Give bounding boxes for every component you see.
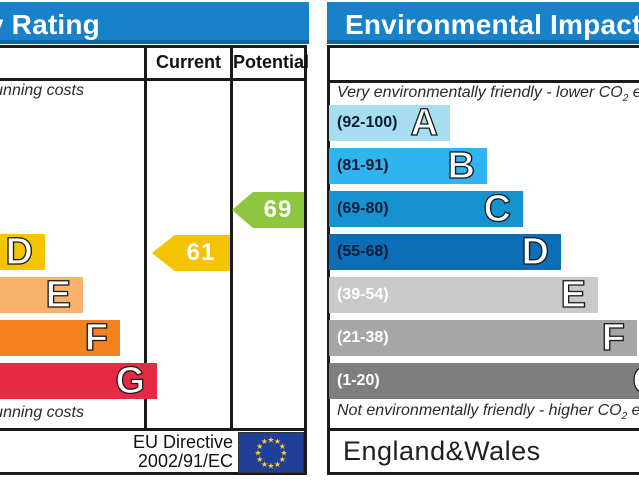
eu-directive-text: EU Directive 2002/91/EC [133, 433, 233, 471]
co2-band-letter: C [483, 188, 512, 230]
co2-band-letter: E [560, 274, 587, 316]
co2-band-a: (92-100) A [329, 102, 450, 144]
left-table-bottom-border [0, 472, 307, 475]
right-header-divider [327, 80, 639, 83]
energy-rating-title: Energy Efficiency Rating [0, 9, 100, 40]
current-rating-value: 61 [186, 239, 216, 266]
co2-band-g: (1-20) G [329, 361, 639, 401]
co2-band-letter: B [447, 145, 476, 187]
right-footer-divider [327, 428, 639, 431]
right-bottom-caption-post: emissions [627, 402, 639, 419]
left-table-top-border [0, 45, 307, 48]
potential-column-header: Potential [233, 52, 310, 72]
co2-band-range: (69-80) [337, 200, 389, 217]
energy-band-f: F [0, 317, 120, 359]
eu-flag-icon: ★ ★ ★ ★ ★ ★ ★ ★ ★ ★ ★ ★ [238, 432, 304, 473]
right-bottom-caption: Not environmentally friendly - higher CO… [337, 402, 639, 422]
svg-text:★: ★ [280, 449, 287, 458]
svg-text:★: ★ [256, 442, 263, 451]
environmental-impact-title-bar [327, 2, 639, 44]
co2-band-range: (39-54) [337, 286, 389, 303]
right-top-caption-post: emissions [628, 84, 639, 101]
co2-band-letter: G [632, 361, 639, 400]
eu-directive-line1: EU Directive [132, 432, 233, 452]
england-wales-label: England&Wales [343, 436, 541, 466]
energy-rating-title-bar [0, 2, 309, 44]
co2-band-b: (81-91) B [329, 145, 487, 187]
svg-text:★: ★ [279, 455, 286, 464]
current-rating-arrow: 61 [152, 235, 230, 271]
left-current-column-divider [144, 45, 147, 428]
environmental-impact-title-pre: Environmental Impact (CO [345, 9, 639, 40]
energy-band-g: G [0, 360, 157, 402]
svg-text:★: ★ [274, 437, 281, 446]
energy-band-d: D [0, 231, 45, 273]
energy-band-e: E [0, 274, 83, 316]
svg-text:★: ★ [256, 455, 263, 464]
co2-band-range: (55-68) [337, 243, 389, 260]
left-potential-column-divider [230, 45, 233, 428]
co2-band-e: (39-54) E [329, 274, 598, 316]
energy-band-letter: G [115, 360, 146, 402]
eu-directive-line2: 2002/91/EC [137, 451, 233, 471]
co2-band-letter: D [521, 231, 550, 273]
co2-band-range: (21-38) [337, 329, 389, 346]
left-top-caption: Very energy efficient - lower running co… [0, 82, 84, 99]
co2-band-letter: F [601, 317, 626, 359]
energy-band-letter: D [5, 231, 34, 273]
left-footer-divider [0, 428, 307, 431]
svg-text:★: ★ [261, 437, 268, 446]
right-top-caption: Very environmentally friendly - lower CO… [337, 84, 639, 104]
left-header-divider [0, 78, 307, 81]
current-column-header: Current [155, 52, 221, 72]
svg-text:★: ★ [274, 460, 281, 469]
svg-text:★: ★ [267, 436, 274, 445]
right-table-bottom-border [327, 472, 639, 475]
left-table-right-border [304, 45, 307, 475]
environmental-impact-title: Environmental Impact (CO2) Rating [345, 9, 639, 46]
co2-band-range: (81-91) [337, 157, 389, 174]
potential-rating-arrow: 69 [232, 192, 304, 228]
right-top-caption-sub: 2 [622, 93, 629, 105]
left-bottom-caption: Not energy efficient - higher running co… [0, 404, 84, 421]
svg-text:★: ★ [267, 462, 274, 471]
co2-band-range: (92-100) [337, 114, 398, 131]
right-table-left-border [327, 45, 330, 475]
energy-band-letter: F [84, 317, 109, 359]
energy-band-letter: E [45, 274, 72, 316]
svg-text:★: ★ [261, 460, 268, 469]
right-top-caption-pre: Very environmentally friendly - lower CO [337, 84, 623, 101]
right-table-top-border [327, 45, 639, 48]
co2-band-range: (1-20) [337, 372, 380, 389]
right-bottom-caption-sub: 2 [621, 411, 628, 423]
right-bottom-caption-pre: Not environmentally friendly - higher CO [337, 402, 622, 419]
co2-band-f: (21-38) F [329, 317, 637, 359]
eu-flag-stars: ★ ★ ★ ★ ★ ★ ★ ★ ★ ★ ★ ★ [254, 436, 287, 471]
co2-band-c: (69-80) C [329, 188, 523, 230]
co2-band-letter: A [410, 102, 439, 144]
svg-text:★: ★ [279, 442, 286, 451]
co2-band-d: (55-68) D [329, 231, 561, 273]
potential-rating-value: 69 [263, 196, 293, 223]
svg-text:★: ★ [254, 449, 261, 458]
